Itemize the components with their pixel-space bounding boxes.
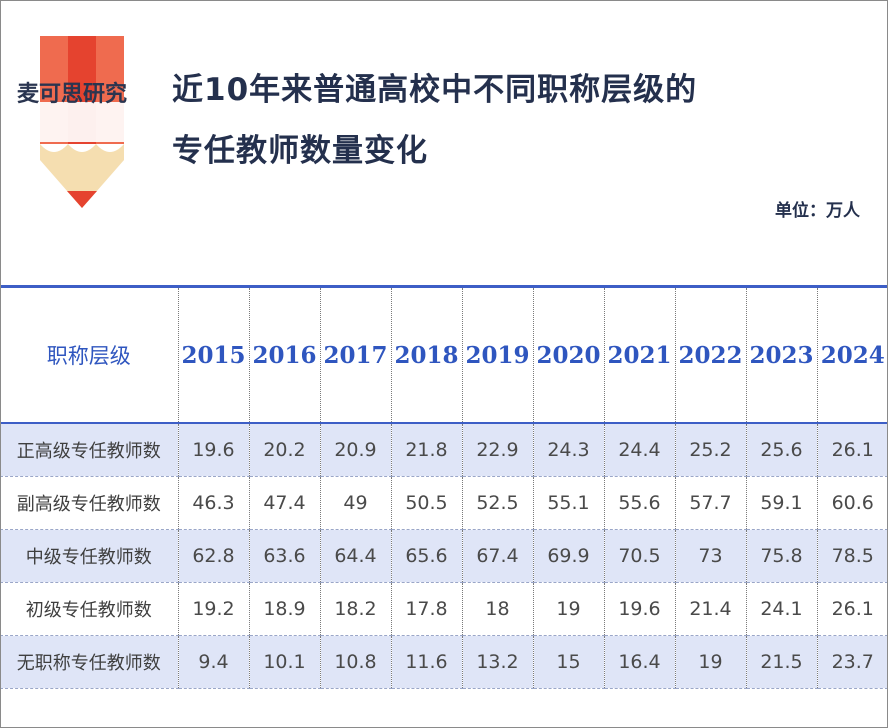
table-row: 副高级专任教师数 46.3 47.4 49 50.5 52.5 55.1 55.6 57.7 59…	[0, 476, 888, 530]
page-title: 近10年来普通高校中不同职称层级的 专任教师数量变化	[172, 60, 812, 182]
table-cell: 22.9	[461, 423, 533, 477]
table-cell: 18	[461, 582, 533, 636]
table-cell: 16.4	[603, 635, 675, 689]
table-cell: 13.2	[461, 635, 533, 689]
table-cell: 19.6	[603, 582, 675, 636]
row-label: 无职称专任教师数	[0, 635, 178, 689]
year-header-2015: 2015	[177, 285, 249, 424]
title-line-2: 专任教师数量变化	[172, 133, 428, 169]
year-header-2017: 2017	[319, 285, 391, 424]
table-cell: 50.5	[390, 476, 462, 530]
table-cell: 11.6	[390, 635, 462, 689]
row-header-label: 职称层级	[0, 285, 178, 424]
table-row: 中级专任教师数 62.8 63.6 64.4 65.6 67.4 69.9 70.5 73 75.…	[0, 529, 888, 583]
row-label: 中级专任教师数	[0, 529, 178, 583]
table-row: 无职称专任教师数 9.4 10.1 10.8 11.6 13.2 15 16.4 19 21.5 2…	[0, 635, 888, 689]
table-cell: 75.8	[745, 529, 817, 583]
row-label: 初级专任教师数	[0, 582, 178, 636]
table-cell: 65.6	[390, 529, 462, 583]
year-header-2016: 2016	[248, 285, 320, 424]
table-cell: 62.8	[177, 529, 249, 583]
logo-pencil-icon	[12, 36, 154, 208]
table-cell: 19.2	[177, 582, 249, 636]
row-label: 副高级专任教师数	[0, 476, 178, 530]
table-cell: 21.4	[674, 582, 746, 636]
table-cell: 69.9	[532, 529, 604, 583]
year-header-2020: 2020	[532, 285, 604, 424]
table-cell: 19	[532, 582, 604, 636]
year-header-2021: 2021	[603, 285, 675, 424]
data-table: 职称层级 2015 2016 2017 2018 2019 2020 2021 2022 202…	[0, 285, 888, 689]
table-cell: 18.9	[248, 582, 320, 636]
unit-label: 单位：万人	[775, 201, 860, 221]
table-cell: 10.1	[248, 635, 320, 689]
table-cell: 57.7	[674, 476, 746, 530]
table-cell: 24.1	[745, 582, 817, 636]
table-cell: 78.5	[816, 529, 888, 583]
table-cell: 17.8	[390, 582, 462, 636]
table-cell: 52.5	[461, 476, 533, 530]
logo-text: 麦可思研究	[16, 82, 127, 107]
table-row: 初级专任教师数 19.2 18.9 18.2 17.8 18 19 19.6 21.4 24.1 2…	[0, 582, 888, 636]
table-cell: 49	[319, 476, 391, 530]
header: 麦可思研究 近10年来普通高校中不同职称层级的 专任教师数量变化 单位：万人	[0, 0, 888, 285]
table-cell: 26.1	[816, 423, 888, 477]
table-cell: 10.8	[319, 635, 391, 689]
table-header-row: 职称层级 2015 2016 2017 2018 2019 2020 2021 2022 202…	[0, 285, 888, 424]
year-header-2022: 2022	[674, 285, 746, 424]
table-cell: 60.6	[816, 476, 888, 530]
year-header-2019: 2019	[461, 285, 533, 424]
table-cell: 20.9	[319, 423, 391, 477]
year-header-2023: 2023	[745, 285, 817, 424]
table-cell: 21.5	[745, 635, 817, 689]
table-cell: 55.1	[532, 476, 604, 530]
table-cell: 67.4	[461, 529, 533, 583]
table-cell: 26.1	[816, 582, 888, 636]
table-cell: 59.1	[745, 476, 817, 530]
table-cell: 25.6	[745, 423, 817, 477]
table-cell: 47.4	[248, 476, 320, 530]
table-cell: 21.8	[390, 423, 462, 477]
table-cell: 25.2	[674, 423, 746, 477]
table-cell: 46.3	[177, 476, 249, 530]
table-cell: 55.6	[603, 476, 675, 530]
table-cell: 24.3	[532, 423, 604, 477]
table-cell: 63.6	[248, 529, 320, 583]
table-cell: 20.2	[248, 423, 320, 477]
table-cell: 64.4	[319, 529, 391, 583]
table-cell: 73	[674, 529, 746, 583]
table-cell: 70.5	[603, 529, 675, 583]
table-cell: 19	[674, 635, 746, 689]
table-cell: 24.4	[603, 423, 675, 477]
table-cell: 23.7	[816, 635, 888, 689]
year-header-2024: 2024	[816, 285, 888, 424]
table-cell: 15	[532, 635, 604, 689]
table-row: 正高级专任教师数 19.6 20.2 20.9 21.8 22.9 24.3 24.4 25.2…	[0, 423, 888, 477]
row-label: 正高级专任教师数	[0, 423, 178, 477]
year-header-2018: 2018	[390, 285, 462, 424]
table-cell: 18.2	[319, 582, 391, 636]
table-cell: 19.6	[177, 423, 249, 477]
title-line-1: 近10年来普通高校中不同职称层级的	[172, 72, 698, 108]
table-body: 正高级专任教师数 19.6 20.2 20.9 21.8 22.9 24.3 24.4 25.2…	[0, 423, 888, 689]
table-cell: 9.4	[177, 635, 249, 689]
